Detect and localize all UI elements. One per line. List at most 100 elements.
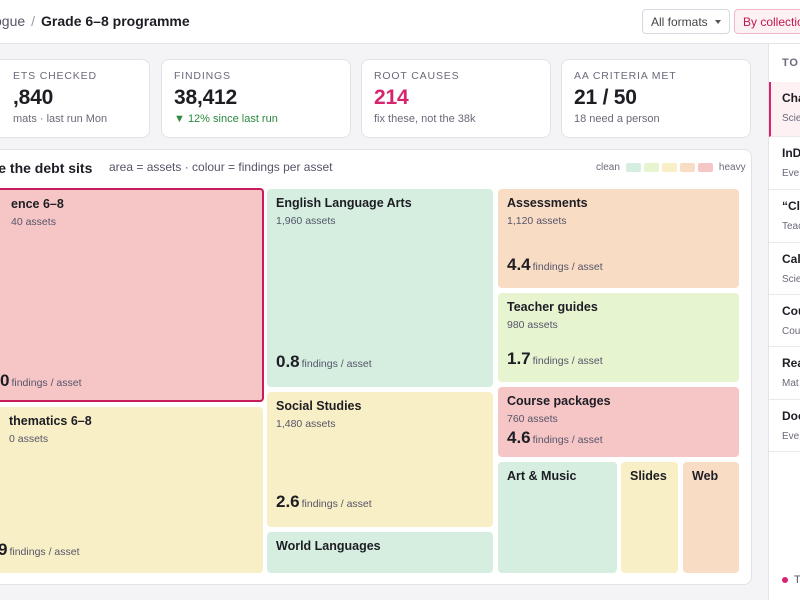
- breadcrumb-separator: /: [31, 13, 36, 29]
- tile-name: Social Studies: [276, 399, 362, 413]
- tile-metric: 9 findings / asset: [0, 540, 80, 560]
- treemap-tile-art-music[interactable]: Art & Music: [498, 462, 617, 573]
- tile-unit: findings / asset: [301, 358, 372, 370]
- rail-item-sub: Cou: [782, 326, 800, 337]
- right-rail: TO Cha Scie InD Eve “Cl Teac Cal Scie Co…: [768, 44, 800, 600]
- treemap-tile-social-studies[interactable]: Social Studies 1,480 assets 2.6 findings …: [267, 392, 493, 527]
- treemap-tile-course-packages[interactable]: Course packages 760 assets 4.6 findings /…: [498, 387, 739, 457]
- tile-assets: 40 assets: [11, 216, 56, 228]
- stat-label: AA CRITERIA MET: [574, 70, 677, 82]
- treemap-tile-slides[interactable]: Slides: [621, 462, 678, 573]
- treemap-tile-science[interactable]: ence 6–8 40 assets 0 findings / asset: [0, 188, 264, 402]
- tile-unit: findings / asset: [9, 546, 80, 558]
- rail-item-title: Cal: [782, 252, 800, 266]
- tile-findings-value: 9: [0, 540, 8, 559]
- breadcrumb-parent[interactable]: ogue: [0, 13, 26, 29]
- tile-findings-value: 4.4: [507, 255, 531, 274]
- breadcrumb: ogue / Grade 6–8 programme: [0, 13, 190, 29]
- rail-item[interactable]: Doc Eve: [769, 400, 800, 452]
- tile-findings-value: 0: [0, 371, 10, 390]
- legend-high-label: heavy: [718, 162, 746, 173]
- legend-swatch: [679, 163, 695, 172]
- tile-name: thematics 6–8: [9, 414, 92, 428]
- chevron-down-icon: [714, 19, 721, 24]
- formats-select[interactable]: All formats: [642, 9, 730, 34]
- stat-card-root-causes: ROOT CAUSES 214 fix these, not the 38k: [361, 59, 551, 138]
- rail-item-title: Doc: [782, 409, 800, 423]
- tile-unit: findings / asset: [301, 498, 372, 510]
- tile-unit: findings / asset: [532, 355, 603, 367]
- rail-item[interactable]: Cha Scie: [769, 82, 800, 137]
- rail-item-title: InD: [782, 146, 800, 160]
- tile-unit: findings / asset: [532, 434, 603, 446]
- breadcrumb-current: Grade 6–8 programme: [41, 13, 190, 29]
- rail-item-title: Rea: [782, 356, 800, 370]
- tile-metric: 0 findings / asset: [0, 371, 82, 391]
- treemap-tile-english-language-arts[interactable]: English Language Arts 1,960 assets 0.8 fi…: [267, 189, 493, 387]
- panel-title: ere the debt sits: [0, 160, 93, 176]
- tile-unit: findings / asset: [11, 377, 82, 389]
- stat-value: 21 / 50: [574, 86, 637, 109]
- tile-metric: 4.4 findings / asset: [507, 255, 603, 275]
- legend-swatch: [643, 163, 659, 172]
- legend-swatch: [697, 163, 713, 172]
- color-legend: clean heavy: [596, 162, 746, 173]
- rail-item-title: Cou: [782, 304, 800, 318]
- tile-assets: 1,120 assets: [507, 215, 567, 227]
- rail-item-sub: Eve: [782, 431, 800, 442]
- tile-findings-value: 2.6: [276, 492, 300, 511]
- tile-metric: 0.8 findings / asset: [276, 352, 372, 372]
- stat-card-assets-checked: ETS CHECKED ,840 mats · last run Mon: [0, 59, 150, 138]
- rail-heading: TO: [782, 57, 799, 69]
- tile-findings-value: 4.6: [507, 428, 531, 447]
- rail-item-title: “Cl: [782, 199, 800, 213]
- treemap-tile-assessments[interactable]: Assessments 1,120 assets 4.4 findings / a…: [498, 189, 739, 288]
- stat-trend: ▼ 12% since last run: [174, 113, 278, 125]
- stat-label: ROOT CAUSES: [374, 70, 460, 82]
- tile-name: Slides: [630, 469, 667, 483]
- tile-assets: 1,480 assets: [276, 418, 336, 430]
- rail-footer: T: [782, 574, 800, 586]
- rail-item[interactable]: “Cl Teac: [769, 190, 800, 243]
- stat-label: FINDINGS: [174, 70, 231, 82]
- panel-subtitle: area = assets · colour = findings per as…: [109, 160, 333, 174]
- top-bar: ogue / Grade 6–8 programme All formats By …: [0, 0, 800, 44]
- treemap-tile-mathematics[interactable]: thematics 6–8 0 assets 9 findings / asset: [0, 407, 263, 573]
- stat-value: ,840: [13, 86, 54, 109]
- treemap-tile-world-languages[interactable]: World Languages: [267, 532, 493, 573]
- tile-metric: 4.6 findings / asset: [507, 428, 603, 448]
- rail-item[interactable]: Cal Scie: [769, 243, 800, 295]
- treemap-tile-teacher-guides[interactable]: Teacher guides 980 assets 1.7 findings / …: [498, 293, 739, 382]
- tile-name: Teacher guides: [507, 300, 598, 314]
- rail-footer-label: T: [794, 574, 800, 586]
- tile-name: English Language Arts: [276, 196, 412, 210]
- stat-sub: 18 need a person: [574, 113, 660, 125]
- legend-low-label: clean: [596, 162, 620, 173]
- tile-metric: 2.6 findings / asset: [276, 492, 372, 512]
- stat-value: 214: [374, 86, 409, 109]
- group-by-label: By collection: [743, 14, 800, 29]
- rail-item[interactable]: Rea Mat: [769, 347, 800, 400]
- rail-item-sub: Eve: [782, 168, 800, 179]
- stat-sub: fix these, not the 38k: [374, 113, 476, 125]
- tile-assets: 0 assets: [9, 433, 49, 445]
- tile-name: Art & Music: [507, 469, 577, 483]
- tile-assets: 760 assets: [507, 413, 558, 425]
- tile-name: World Languages: [276, 539, 381, 553]
- stat-card-aa-criteria: AA CRITERIA MET 21 / 50 18 need a person: [561, 59, 751, 138]
- tile-name: ence 6–8: [11, 197, 64, 211]
- group-by-collection-button[interactable]: By collection: [734, 9, 800, 34]
- rail-item-sub: Scie: [782, 113, 800, 124]
- rail-item[interactable]: Cou Cou: [769, 295, 800, 347]
- rail-item-title: Cha: [782, 91, 800, 105]
- tile-findings-value: 0.8: [276, 352, 300, 371]
- rail-item-sub: Mat: [782, 378, 799, 389]
- tile-findings-value: 1.7: [507, 349, 531, 368]
- legend-swatch: [661, 163, 677, 172]
- tile-assets: 980 assets: [507, 319, 558, 331]
- rail-item[interactable]: InD Eve: [769, 137, 800, 190]
- treemap-tile-web[interactable]: Web: [683, 462, 739, 573]
- tile-metric: 1.7 findings / asset: [507, 349, 603, 369]
- tile-name: Course packages: [507, 394, 611, 408]
- stat-value: 38,412: [174, 86, 237, 109]
